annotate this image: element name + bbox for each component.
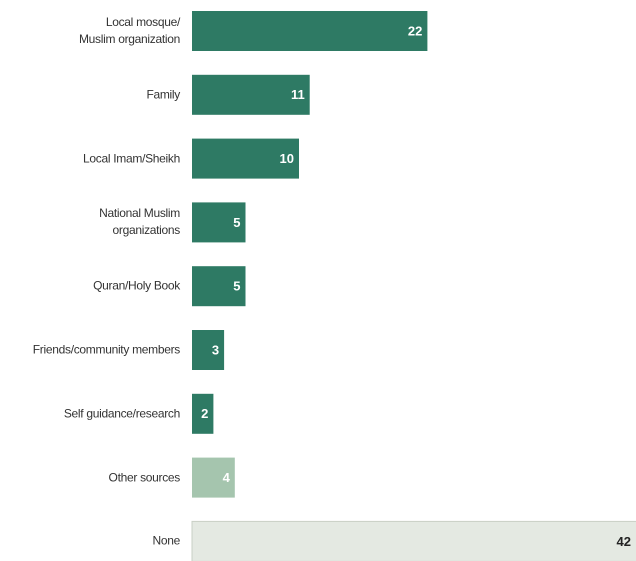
bar <box>192 11 428 51</box>
bar <box>192 393 214 434</box>
category-label: National Muslim organizations <box>99 206 180 238</box>
category-label: Quran/Holy Book <box>93 278 180 293</box>
bar <box>192 457 235 498</box>
bar <box>192 74 310 115</box>
category-label: Local Imam/Sheikh <box>83 151 180 166</box>
value-label: 3 <box>212 342 219 357</box>
bar <box>192 138 299 179</box>
category-label: Other sources <box>108 470 181 485</box>
value-label: 5 <box>233 215 240 230</box>
category-label: Friends/community members <box>32 342 181 357</box>
bar <box>192 266 246 307</box>
value-label: 22 <box>408 23 422 38</box>
category-label: Family <box>146 87 180 102</box>
bar <box>191 520 636 561</box>
value-label: 2 <box>201 406 208 421</box>
value-label: 11 <box>291 87 305 102</box>
category-label: Self guidance/research <box>63 406 180 421</box>
value-label: 5 <box>233 279 240 294</box>
bar <box>192 330 225 370</box>
category-label: Local mosque/ Muslim organization <box>78 15 180 46</box>
value-label: 42 <box>617 534 631 549</box>
value-label: 4 <box>223 470 231 485</box>
category-label: None <box>152 533 181 548</box>
value-label: 10 <box>280 151 294 166</box>
bar <box>192 202 246 243</box>
